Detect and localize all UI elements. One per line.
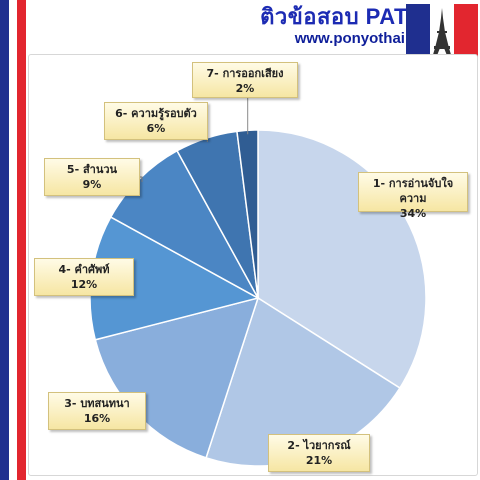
site-url: www.ponyothai.com <box>294 30 440 47</box>
slice-percent: 12% <box>70 278 98 291</box>
flag-stripe-red <box>17 0 26 480</box>
french-flag-eiffel-icon <box>406 4 478 58</box>
slice-name: 1- การอ่านจับใจความ <box>372 177 454 205</box>
slice-percent: 16% <box>83 412 111 425</box>
slice-percent: 9% <box>82 178 102 191</box>
slice-name: 3- บทสนทนา <box>64 397 130 410</box>
slice-name: 6- ความรู้รอบตัว <box>115 107 197 120</box>
slice-name: 2- ไวยากรณ์ <box>287 439 351 452</box>
slice-label: 4- คำศัพท์ 12% <box>34 258 134 296</box>
slice-label: 3- บทสนทนา 16% <box>48 392 146 430</box>
slice-label: 1- การอ่านจับใจความ 34% <box>358 172 468 220</box>
slice-name: 5- สำนวน <box>66 163 118 176</box>
slice-name: 7- การออกเสียง <box>206 67 284 80</box>
slice-percent: 6% <box>146 122 166 135</box>
flag-stripe-white <box>9 0 17 480</box>
leader-line <box>140 176 143 182</box>
slice-name: 4- คำศัพท์ <box>58 263 110 276</box>
slice-label: 2- ไวยากรณ์ 21% <box>268 434 370 472</box>
flag-stripe-blue <box>0 0 9 480</box>
slice-percent: 34% <box>399 207 427 220</box>
slice-label: 7- การออกเสียง 2% <box>192 62 298 98</box>
slice-label: 6- ความรู้รอบตัว 6% <box>104 102 208 140</box>
slice-percent: 2% <box>235 82 255 95</box>
slice-percent: 21% <box>305 454 333 467</box>
slice-label: 5- สำนวน 9% <box>44 158 140 196</box>
